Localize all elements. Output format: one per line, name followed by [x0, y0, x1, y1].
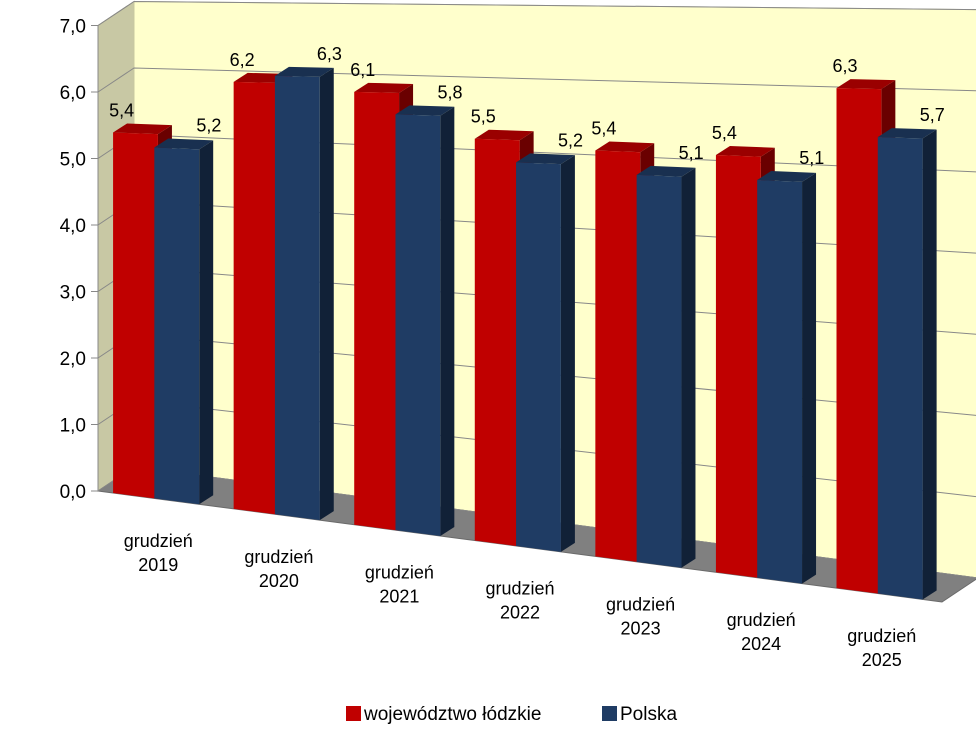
- bar-front: [113, 132, 158, 499]
- bar-front: [595, 150, 641, 563]
- bar-side: [922, 129, 937, 600]
- bar-front: [715, 155, 761, 579]
- bar-side: [560, 155, 575, 552]
- bar-front: [877, 137, 923, 600]
- bar: [274, 66, 334, 521]
- bar-side: [681, 167, 696, 568]
- bar-front: [354, 91, 400, 531]
- x-tick-label: grudzień 2019: [124, 531, 193, 575]
- data-label: 5,2: [196, 116, 221, 136]
- bar: [395, 105, 455, 537]
- gridline: [97, 0, 976, 26]
- data-label: 5,8: [437, 82, 462, 102]
- x-tick-label: grudzień 2025: [847, 626, 916, 670]
- gridline: [97, 67, 976, 93]
- bar-top: [757, 170, 817, 182]
- data-label: 5,1: [679, 143, 704, 163]
- x-tick-label: grudzień 2022: [485, 579, 554, 623]
- data-label: 5,2: [558, 130, 583, 150]
- legend-label: województwo łódzkie: [363, 704, 541, 725]
- bar-front: [274, 75, 320, 521]
- bar-top: [636, 165, 696, 177]
- bar-front: [474, 138, 520, 547]
- data-label: 6,1: [350, 60, 375, 80]
- data-label: 5,4: [591, 119, 616, 139]
- bar-front: [636, 174, 682, 568]
- y-tick-label: 7,0: [60, 17, 86, 38]
- y-tick-label: 3,0: [60, 283, 86, 304]
- bar-side: [802, 172, 817, 584]
- legend-swatch: [346, 706, 361, 721]
- x-tick-label: grudzień 2021: [365, 563, 434, 607]
- bar: [154, 138, 214, 505]
- x-tick-label: grudzień 2024: [727, 610, 796, 654]
- bar-front: [233, 81, 279, 515]
- y-tick-label: 6,0: [60, 83, 86, 104]
- bar-top: [113, 123, 172, 135]
- bar-top: [274, 66, 334, 77]
- bar: [757, 170, 817, 584]
- data-label: 5,4: [109, 100, 134, 120]
- data-label: 5,5: [471, 107, 496, 127]
- bar-front: [154, 147, 200, 505]
- bar: [516, 153, 575, 552]
- bar-top: [474, 129, 534, 141]
- y-tick-label: 1,0: [60, 416, 86, 437]
- data-label: 5,1: [799, 148, 824, 168]
- legend: województwo łódzkie Polska: [346, 704, 677, 725]
- bar-front: [757, 179, 803, 584]
- bar-top: [154, 138, 214, 150]
- bar-top: [877, 128, 937, 139]
- y-tick-label: 5,0: [60, 150, 86, 171]
- bar-front: [395, 114, 441, 537]
- bar-side: [440, 106, 455, 537]
- bar-top: [836, 79, 896, 90]
- data-label: 5,4: [712, 123, 737, 143]
- bar: [636, 165, 696, 568]
- bar-side: [199, 140, 214, 505]
- y-tick-label: 0,0: [60, 482, 86, 503]
- bar-front: [516, 162, 561, 552]
- bar-top: [395, 105, 455, 116]
- bar-top: [595, 141, 655, 153]
- y-tick-label: 2,0: [60, 349, 86, 370]
- bar-top: [715, 146, 775, 157]
- x-tick-label: grudzień 2020: [244, 547, 313, 591]
- bar-top: [516, 153, 575, 165]
- data-label: 6,3: [317, 44, 342, 64]
- data-label: 5,7: [920, 105, 945, 125]
- data-label: 6,2: [230, 50, 255, 70]
- data-label: 6,3: [833, 56, 858, 76]
- bar-side: [319, 67, 334, 521]
- legend-label: Polska: [620, 704, 677, 725]
- bar-top: [354, 82, 414, 93]
- legend-swatch: [602, 706, 617, 721]
- bar-front: [836, 88, 882, 595]
- y-tick-label: 4,0: [60, 216, 86, 237]
- x-tick-label: grudzień 2023: [606, 594, 675, 638]
- bar: [877, 128, 937, 600]
